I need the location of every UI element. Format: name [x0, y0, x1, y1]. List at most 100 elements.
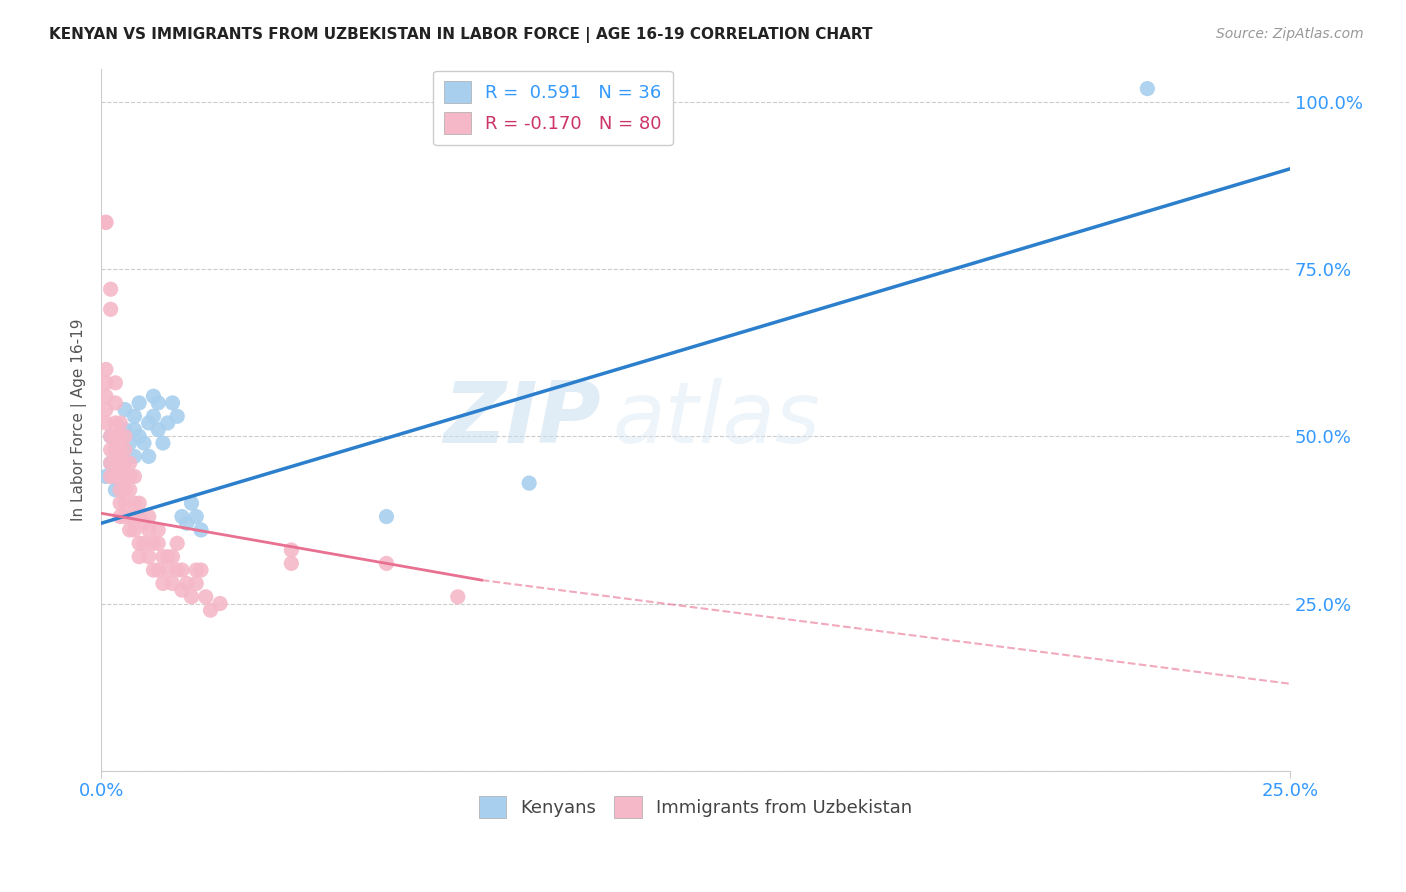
Point	[152, 549, 174, 564]
Point	[100, 456, 122, 470]
Point	[100, 469, 122, 483]
Point	[138, 509, 160, 524]
Point	[128, 549, 150, 564]
Point	[194, 590, 217, 604]
Point	[142, 536, 165, 550]
Point	[108, 476, 131, 491]
Point	[375, 509, 398, 524]
Point	[152, 576, 174, 591]
Point	[142, 563, 165, 577]
Point	[114, 496, 136, 510]
Point	[108, 456, 131, 470]
Point	[100, 456, 122, 470]
Point	[118, 483, 141, 497]
Point	[138, 523, 160, 537]
Point	[208, 597, 231, 611]
Point	[94, 362, 117, 376]
Point	[186, 509, 208, 524]
Point	[128, 536, 150, 550]
Point	[94, 416, 117, 430]
Point	[100, 429, 122, 443]
Text: ZIP: ZIP	[443, 378, 600, 461]
Point	[104, 429, 127, 443]
Point	[176, 576, 198, 591]
Point	[118, 469, 141, 483]
Point	[94, 215, 117, 229]
Point	[166, 536, 188, 550]
Point	[132, 536, 155, 550]
Point	[200, 603, 222, 617]
Point	[447, 590, 470, 604]
Point	[128, 509, 150, 524]
Point	[94, 215, 117, 229]
Point	[104, 469, 127, 483]
Point	[100, 302, 122, 317]
Point	[100, 442, 122, 457]
Point	[124, 469, 146, 483]
Point	[138, 416, 160, 430]
Point	[104, 442, 127, 457]
Text: KENYAN VS IMMIGRANTS FROM UZBEKISTAN IN LABOR FORCE | AGE 16-19 CORRELATION CHAR: KENYAN VS IMMIGRANTS FROM UZBEKISTAN IN …	[49, 27, 873, 43]
Point	[108, 496, 131, 510]
Point	[152, 436, 174, 450]
Point	[186, 563, 208, 577]
Point	[108, 456, 131, 470]
Point	[162, 549, 184, 564]
Point	[104, 456, 127, 470]
Point	[114, 423, 136, 437]
Point	[104, 442, 127, 457]
Point	[156, 549, 179, 564]
Point	[124, 496, 146, 510]
Point	[94, 376, 117, 390]
Point	[190, 523, 212, 537]
Point	[108, 416, 131, 430]
Point	[180, 496, 202, 510]
Point	[180, 590, 202, 604]
Point	[118, 469, 141, 483]
Point	[108, 509, 131, 524]
Point	[124, 509, 146, 524]
Point	[118, 436, 141, 450]
Point	[114, 456, 136, 470]
Point	[280, 557, 302, 571]
Point	[100, 282, 122, 296]
Point	[128, 496, 150, 510]
Point	[104, 396, 127, 410]
Point	[280, 543, 302, 558]
Y-axis label: In Labor Force | Age 16-19: In Labor Force | Age 16-19	[72, 318, 87, 521]
Point	[148, 423, 170, 437]
Point	[108, 469, 131, 483]
Point	[104, 483, 127, 497]
Point	[94, 402, 117, 417]
Point	[156, 563, 179, 577]
Point	[186, 576, 208, 591]
Point	[100, 429, 122, 443]
Point	[156, 416, 179, 430]
Point	[142, 389, 165, 403]
Point	[148, 523, 170, 537]
Point	[148, 396, 170, 410]
Point	[148, 563, 170, 577]
Point	[94, 469, 117, 483]
Point	[142, 409, 165, 424]
Point	[114, 442, 136, 457]
Point	[375, 557, 398, 571]
Point	[118, 456, 141, 470]
Point	[114, 429, 136, 443]
Point	[108, 429, 131, 443]
Point	[162, 396, 184, 410]
Point	[517, 476, 540, 491]
Legend: Kenyans, Immigrants from Uzbekistan: Kenyans, Immigrants from Uzbekistan	[472, 789, 920, 825]
Point	[128, 429, 150, 443]
Point	[94, 389, 117, 403]
Point	[114, 509, 136, 524]
Point	[124, 409, 146, 424]
Point	[170, 563, 193, 577]
Point	[118, 509, 141, 524]
Point	[138, 549, 160, 564]
Point	[176, 516, 198, 531]
Point	[128, 396, 150, 410]
Point	[124, 523, 146, 537]
Point	[148, 536, 170, 550]
Point	[118, 523, 141, 537]
